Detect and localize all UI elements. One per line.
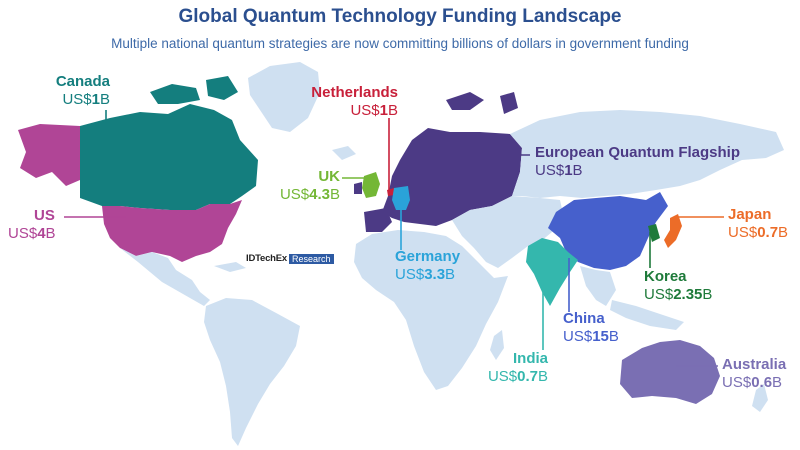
netherlands-label: Netherlands US$1B (296, 84, 398, 120)
alaska-region (18, 124, 80, 186)
japan-region (664, 214, 682, 248)
korea-name: Korea (644, 268, 687, 285)
australia-label: Australia US$0.6B (722, 356, 786, 392)
uk-amount: US$4.3B (279, 186, 340, 203)
iberia-region (364, 208, 392, 232)
germany-label: Germany US$3.3B (395, 248, 460, 284)
china-amount: US$15B (563, 328, 619, 345)
china-name: China (563, 310, 605, 327)
us-name: US (34, 207, 55, 224)
china-region (548, 192, 668, 270)
germany-region (392, 186, 410, 210)
canada-region (80, 104, 258, 210)
ireland-region (354, 182, 362, 194)
logo-brand: IDTechEx (246, 253, 287, 264)
canada-amount: US$1B (62, 91, 110, 108)
china-label: China US$15B (563, 310, 619, 346)
us-amount-label: US$4B (8, 225, 56, 243)
india-amount: US$0.7B (487, 368, 548, 385)
india-name: India (512, 350, 548, 367)
australia-amount: US$0.6B (722, 374, 783, 391)
southeast-asia-region (580, 266, 684, 330)
russia-east-region (510, 110, 784, 198)
caribbean-region (214, 262, 246, 272)
eu-label: European Quantum Flagship US$1B (535, 144, 740, 180)
eu-name: European Quantum Flagship (535, 144, 741, 161)
logo-tag: Research (289, 253, 334, 264)
eu-amount: US$1B (535, 162, 583, 179)
germany-name: Germany (395, 248, 461, 265)
idtechex-logo: IDTechEx Research (246, 253, 334, 264)
us-amount: US$4B (8, 225, 56, 242)
uk-label: UK US$4.3B (270, 168, 340, 204)
greenland-region (248, 62, 320, 132)
australia-name: Australia (722, 356, 787, 373)
mexico-region (120, 248, 210, 306)
middle-east-region (452, 196, 564, 268)
iceland-region (332, 146, 356, 160)
uk-region (362, 172, 380, 198)
japan-amount: US$0.7B (728, 224, 789, 241)
korea-region (648, 224, 660, 242)
map-subtitle: Multiple national quantum strategies are… (111, 36, 689, 51)
new-zealand-region (752, 384, 768, 412)
uk-name: UK (318, 168, 340, 185)
germany-amount: US$3.3B (395, 266, 456, 283)
korea-label: Korea US$2.35B (644, 268, 712, 304)
arctic-islands-region (150, 76, 238, 104)
arctic-europe-islands (446, 92, 518, 114)
map-title: Global Quantum Technology Funding Landsc… (178, 6, 622, 27)
australia-region (620, 340, 720, 404)
africa-region (354, 230, 508, 390)
netherlands-name: Netherlands (311, 84, 398, 101)
eu-region (382, 128, 522, 226)
canada-label: Canada US$1B (46, 73, 110, 109)
japan-name: Japan (728, 206, 772, 223)
south-america-region (204, 298, 300, 446)
us-region (102, 200, 242, 262)
us-label: US (34, 207, 55, 225)
korea-amount: US$2.35B (644, 286, 713, 303)
uk-leader-line (342, 177, 369, 185)
netherlands-amount: US$1B (350, 102, 398, 119)
madagascar-region (490, 330, 504, 360)
india-region (526, 238, 578, 306)
india-label: India US$0.7B (478, 350, 548, 386)
japan-label: Japan US$0.7B (728, 206, 788, 242)
canada-name: Canada (55, 73, 110, 90)
